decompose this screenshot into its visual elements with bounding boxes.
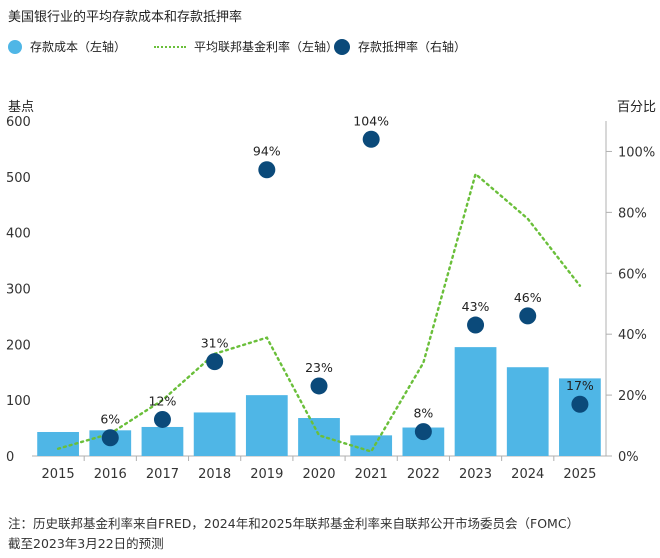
dot-data-label: 31%: [201, 336, 229, 351]
legend-swatch-bar: [8, 39, 22, 54]
bar-deposit-cost: [193, 412, 236, 456]
chart-plot: 0 100 200 300 400 500 600 0% 20% 40% 60% 80% 100% 201…: [6, 113, 655, 482]
right-tick-label: 100%: [618, 145, 655, 160]
legend-swatch-line: [154, 45, 186, 48]
x-tick-label: 2017: [146, 467, 179, 482]
footnote-line-2: 截至2023年3月22日的预测: [8, 536, 164, 551]
legend-item-deposit-cost: 存款成本（左轴）: [8, 38, 126, 55]
right-axis-title: 百分比: [616, 100, 656, 115]
bar-deposit-cost: [37, 431, 79, 456]
footnote-line-1: 注：历史联邦基金利率来自FRED，2024年和2025年联邦基金利率来自联邦公开…: [8, 516, 580, 531]
dot-data-label: 17%: [566, 378, 594, 393]
left-tick-label: 0: [6, 450, 14, 465]
left-tick-label: 500: [6, 171, 31, 186]
x-tick-label: 2015: [42, 467, 75, 482]
dot-data-label: 94%: [253, 144, 281, 159]
dot-data-label: 46%: [514, 290, 542, 305]
dot-deposit-beta: [310, 377, 328, 395]
right-tick-label: 0%: [618, 450, 639, 465]
x-tick-label: 2020: [302, 467, 335, 482]
footnote: 注：历史联邦基金利率来自FRED，2024年和2025年联邦基金利率来自联邦公开…: [8, 514, 579, 554]
legend-swatch-dot: [334, 38, 350, 55]
dot-data-label: 8%: [413, 406, 433, 421]
right-tick-label: 80%: [618, 206, 647, 221]
x-tick-label: 2021: [355, 467, 388, 482]
x-tick-label: 2018: [198, 467, 231, 482]
dot-deposit-beta: [153, 410, 171, 428]
left-tick-label: 100: [6, 394, 31, 409]
left-tick-label: 200: [6, 338, 31, 353]
bar-deposit-cost: [141, 426, 184, 456]
bar-deposit-cost: [559, 378, 601, 456]
dot-data-label: 43%: [462, 299, 490, 314]
right-tick-label: 20%: [618, 389, 647, 404]
dot-data-label: 104%: [353, 113, 389, 128]
dot-deposit-beta: [101, 429, 119, 447]
legend-label-deposit-cost: 存款成本（左轴）: [30, 40, 127, 54]
right-tick-label: 60%: [618, 267, 647, 282]
x-tick-label: 2022: [407, 467, 440, 482]
bar-deposit-cost: [506, 367, 549, 456]
x-tick-label: 2024: [511, 467, 544, 482]
dot-deposit-beta: [467, 316, 485, 334]
dot-data-label: 6%: [100, 412, 120, 427]
left-axis-title: 基点: [8, 100, 35, 115]
legend-item-fed-funds-rate: 平均联邦基金利率（左轴）: [154, 38, 338, 55]
legend-item-deposit-beta: 存款抵押率（右轴）: [334, 38, 466, 55]
dot-deposit-beta: [519, 307, 537, 325]
legend: 存款成本（左轴） 平均联邦基金利率（左轴） 存款抵押率（右轴）: [8, 38, 660, 56]
dot-data-label: 23%: [305, 360, 333, 375]
bar-deposit-cost: [298, 418, 340, 456]
x-tick-label: 2025: [563, 467, 596, 482]
chart-title: 美国银行业的平均存款成本和存款抵押率: [8, 10, 243, 25]
dot-deposit-beta: [571, 395, 589, 413]
dot-deposit-beta: [414, 423, 432, 441]
left-tick-label: 300: [6, 283, 31, 298]
line-fed-funds-rate: [56, 171, 582, 453]
bar-deposit-cost: [454, 347, 497, 456]
dot-deposit-beta: [362, 130, 380, 148]
left-tick-label: 400: [6, 227, 31, 242]
left-tick-label: 600: [6, 115, 31, 130]
dot-data-label: 12%: [149, 393, 177, 408]
x-tick-label: 2016: [94, 467, 127, 482]
right-tick-label: 40%: [618, 328, 647, 343]
x-tick-label: 2023: [459, 467, 492, 482]
bar-deposit-cost: [350, 435, 393, 456]
x-tick-label: 2019: [250, 467, 283, 482]
dot-deposit-beta: [258, 161, 276, 179]
bar-deposit-cost: [245, 395, 288, 456]
legend-label-fed-funds-rate: 平均联邦基金利率（左轴）: [194, 40, 339, 54]
legend-label-deposit-beta: 存款抵押率（右轴）: [358, 40, 467, 54]
dot-deposit-beta: [206, 353, 224, 371]
